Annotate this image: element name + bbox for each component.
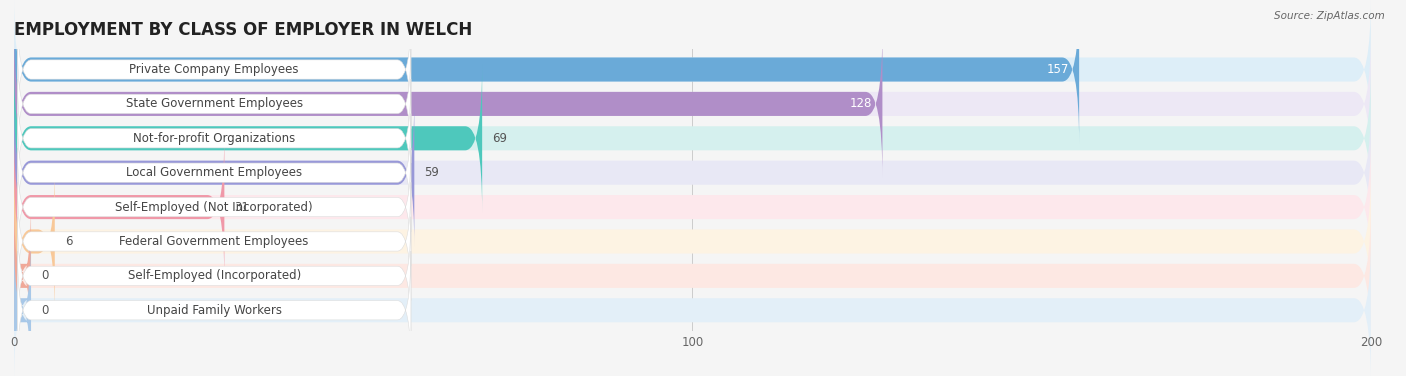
FancyBboxPatch shape <box>14 133 225 281</box>
FancyBboxPatch shape <box>14 64 1371 212</box>
Text: 6: 6 <box>65 235 73 248</box>
FancyBboxPatch shape <box>17 251 411 369</box>
FancyBboxPatch shape <box>14 30 1371 178</box>
FancyBboxPatch shape <box>14 30 883 178</box>
Text: Private Company Employees: Private Company Employees <box>129 63 299 76</box>
FancyBboxPatch shape <box>14 133 1371 281</box>
FancyBboxPatch shape <box>14 168 55 315</box>
FancyBboxPatch shape <box>17 182 411 301</box>
FancyBboxPatch shape <box>14 0 1371 144</box>
FancyBboxPatch shape <box>14 236 1371 376</box>
FancyBboxPatch shape <box>14 168 1371 315</box>
FancyBboxPatch shape <box>17 11 411 129</box>
Text: 69: 69 <box>492 132 508 145</box>
FancyBboxPatch shape <box>14 202 31 350</box>
Text: 157: 157 <box>1046 63 1069 76</box>
FancyBboxPatch shape <box>17 148 411 266</box>
FancyBboxPatch shape <box>14 236 31 376</box>
FancyBboxPatch shape <box>17 79 411 197</box>
Text: Self-Employed (Not Incorporated): Self-Employed (Not Incorporated) <box>115 200 314 214</box>
Text: 0: 0 <box>41 304 49 317</box>
FancyBboxPatch shape <box>17 45 411 163</box>
FancyBboxPatch shape <box>14 99 415 247</box>
Text: Not-for-profit Organizations: Not-for-profit Organizations <box>134 132 295 145</box>
Text: Local Government Employees: Local Government Employees <box>127 166 302 179</box>
FancyBboxPatch shape <box>14 64 482 212</box>
FancyBboxPatch shape <box>17 217 411 335</box>
Text: Federal Government Employees: Federal Government Employees <box>120 235 309 248</box>
Text: Self-Employed (Incorporated): Self-Employed (Incorporated) <box>128 269 301 282</box>
Text: State Government Employees: State Government Employees <box>125 97 302 111</box>
Text: Source: ZipAtlas.com: Source: ZipAtlas.com <box>1274 11 1385 21</box>
FancyBboxPatch shape <box>17 114 411 232</box>
Text: 31: 31 <box>235 200 249 214</box>
FancyBboxPatch shape <box>14 0 1080 144</box>
FancyBboxPatch shape <box>14 202 1371 350</box>
Text: 128: 128 <box>849 97 872 111</box>
FancyBboxPatch shape <box>14 99 1371 247</box>
Text: Unpaid Family Workers: Unpaid Family Workers <box>146 304 281 317</box>
Text: 0: 0 <box>41 269 49 282</box>
Text: 59: 59 <box>425 166 439 179</box>
Text: EMPLOYMENT BY CLASS OF EMPLOYER IN WELCH: EMPLOYMENT BY CLASS OF EMPLOYER IN WELCH <box>14 21 472 39</box>
